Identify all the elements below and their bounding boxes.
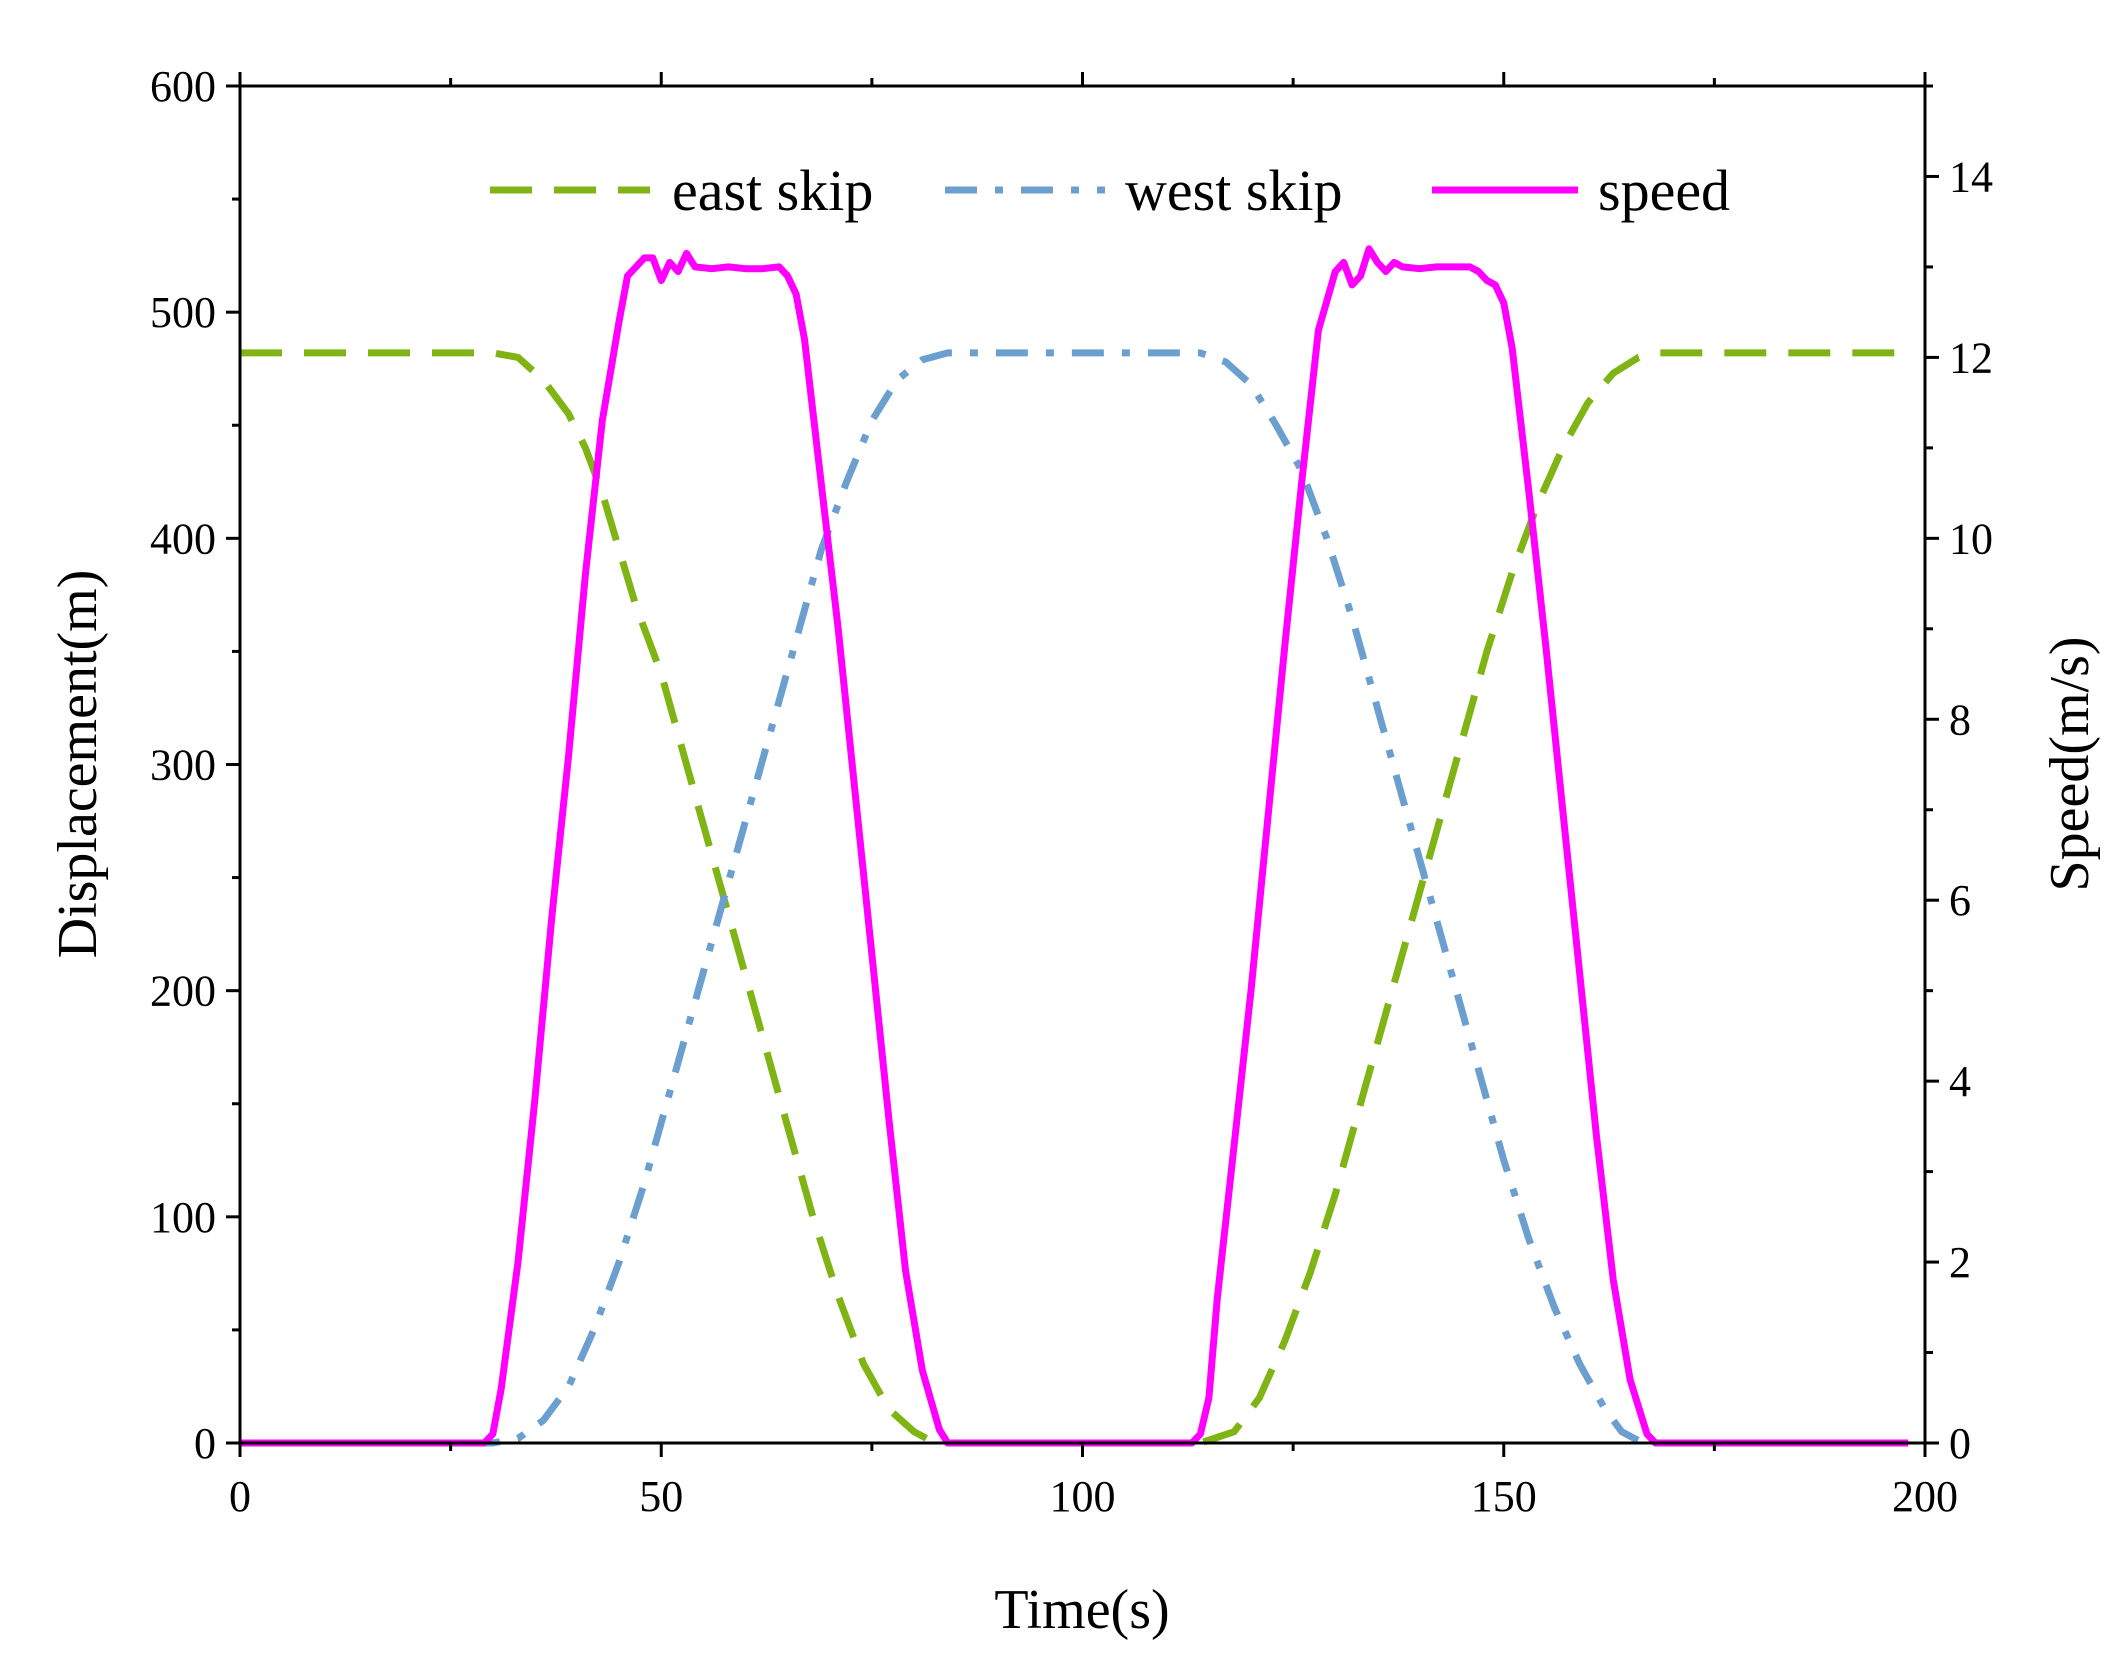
legend: east skip west skip speed: [490, 158, 1730, 223]
y2-axis-title: Speed(m/s): [2039, 636, 2101, 891]
y-tick-label: 600: [150, 62, 216, 111]
y2-tick-label: 4: [1949, 1057, 1971, 1106]
legend-label-speed: speed: [1598, 158, 1730, 223]
y-tick-label: 300: [150, 741, 216, 790]
legend-label-east-skip: east skip: [672, 158, 873, 223]
y2-tick-label: 12: [1949, 333, 1993, 382]
y2-tick-label: 10: [1949, 514, 1993, 563]
series-line-west-skip: [240, 349, 1909, 1447]
x-tick-label: 150: [1471, 1472, 1537, 1521]
y-tick-label: 500: [150, 288, 216, 337]
x-tick-label: 200: [1892, 1472, 1958, 1521]
series-line-speed: [240, 245, 1909, 1447]
y2-tick-label: 14: [1949, 152, 1993, 201]
ticks-layer: 0 50 100 150 2000100200300400500600024681012…: [150, 62, 1993, 1521]
y-tick-label: 200: [150, 967, 216, 1016]
y-axis-title: Displacement(m): [47, 570, 109, 959]
y-tick-label: 100: [150, 1193, 216, 1242]
y2-tick-label: 8: [1949, 695, 1971, 744]
x-tick-label: 0: [229, 1472, 251, 1521]
y-tick-label: 0: [194, 1419, 216, 1468]
plot-frame: [238, 84, 1927, 1445]
x-tick-label: 100: [1050, 1472, 1116, 1521]
x-axis-title: Time(s): [994, 1579, 1169, 1641]
legend-label-west-skip: west skip: [1125, 158, 1343, 223]
y2-tick-label: 6: [1949, 876, 1971, 925]
y2-tick-label: 2: [1949, 1238, 1971, 1287]
x-tick-label: 50: [639, 1472, 683, 1521]
series-layer: [240, 245, 1909, 1447]
y-tick-label: 400: [150, 514, 216, 563]
series-line-east-skip: [240, 349, 1909, 1447]
y2-tick-label: 0: [1949, 1419, 1971, 1468]
axes: [238, 84, 1927, 1445]
